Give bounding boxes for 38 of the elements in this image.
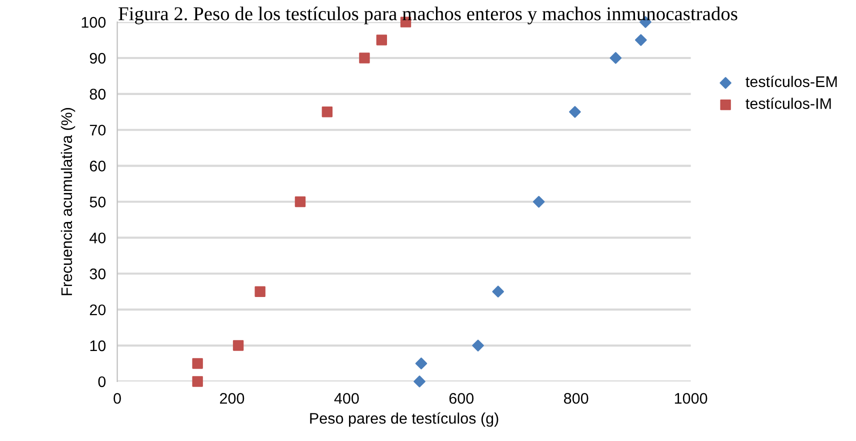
x-tick-label: 400 [334,392,359,404]
y-tick-label: 20 [90,304,106,316]
point [192,376,203,387]
point [322,106,333,118]
x-tick-label: 1000 [674,392,708,404]
point [232,340,244,351]
point [472,340,484,352]
y-axis-title: Frecuencia acumulativa (%) [60,108,76,296]
legend-label: testículos-IM [746,98,831,109]
y-tick-label: 0 [98,376,106,388]
x-tick-label: 600 [449,392,474,404]
point [415,358,428,370]
point [610,52,622,64]
point [635,34,647,46]
point [492,286,504,298]
point [192,358,203,369]
x-tick-label: 800 [564,392,588,404]
x-tick-label: 0 [114,392,121,404]
point [532,196,545,208]
y-tick-label: 30 [90,268,106,280]
y-tick-label: 10 [90,340,106,352]
point [359,52,370,64]
y-tick-label: 80 [90,88,106,100]
chart-title: Figura 2. Peso de los testículos para machos enteros y machos inmunocastrados [118,6,738,24]
y-tick-label: 100 [82,16,106,28]
y-tick-label: 70 [90,124,106,136]
point [254,286,266,297]
point [414,376,426,388]
x-axis-title: Peso pares de testículos (g) [310,412,498,427]
point [294,196,306,208]
point [376,34,388,46]
point [569,106,581,118]
y-tick-label: 40 [90,232,106,244]
y-tick-label: 50 [90,196,106,208]
y-tick-label: 60 [90,160,106,172]
x-tick-label: 200 [220,392,244,404]
y-tick-label: 90 [90,52,106,64]
legend-label: testículos-EM [746,76,837,88]
